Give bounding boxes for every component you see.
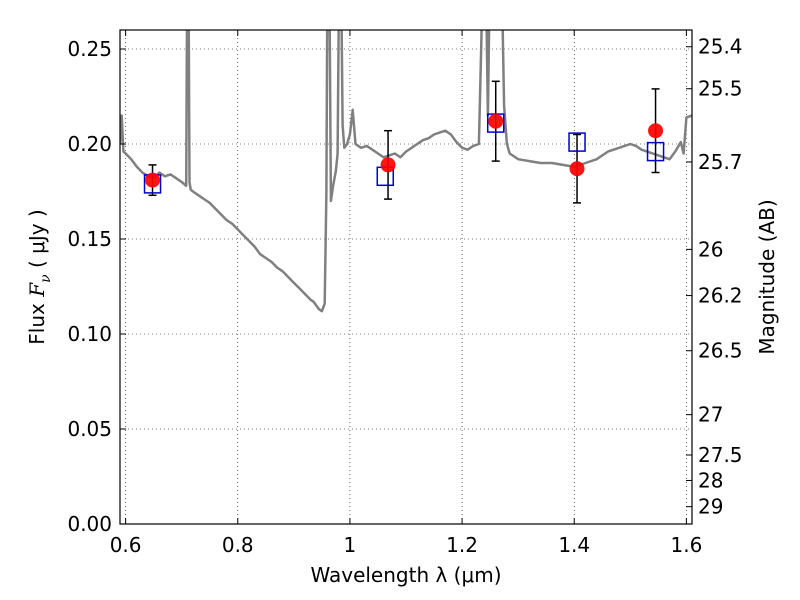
x-tick-label: 1.6	[670, 533, 702, 557]
y-axis-label-right: Magnitude (AB)	[755, 199, 779, 354]
x-tick-label: 1	[344, 533, 357, 557]
model-photometry-square	[646, 141, 665, 162]
observed-point	[648, 123, 664, 139]
plot-frame	[119, 29, 693, 525]
y-axis-label-left: Flux Fν ( μJy )	[25, 209, 54, 344]
mag-tick-label: 26	[698, 237, 723, 261]
y-tick-label: 0.10	[67, 322, 112, 346]
y-tick-label: 0.15	[67, 227, 112, 251]
x-tick-label: 0.6	[110, 533, 142, 557]
y-axis-label-unit: ( μJy )	[25, 209, 49, 274]
model-spectrum-line	[120, 30, 692, 313]
observed-point	[488, 113, 504, 129]
mag-tick-label: 26.2	[698, 284, 743, 308]
y-axis-label-subscript: ν	[38, 274, 54, 283]
axis-ticks: 0.6 0.8 1 1.2 1.4 1.6 0.00 0.05 0.10 0.15 0.20 0.25…	[67, 30, 743, 557]
observed-point	[569, 161, 585, 177]
mag-tick-label: 27.5	[698, 443, 743, 467]
y-axis-label-symbol: F	[25, 282, 49, 298]
x-tick-label: 1.4	[558, 533, 590, 557]
x-axis-label: Wavelength λ (μm)	[310, 563, 501, 587]
mag-tick-label: 25.4	[698, 35, 743, 59]
observed-point	[380, 157, 396, 173]
model-photometry-square	[568, 132, 586, 152]
mag-tick-label: 28	[698, 468, 723, 492]
grid-lines	[120, 30, 692, 525]
mag-tick-label: 27	[698, 403, 723, 427]
observed-point	[145, 172, 161, 188]
y-tick-label: 0.20	[67, 132, 112, 156]
mag-tick-label: 25.5	[698, 77, 743, 101]
photometry-layer	[143, 80, 665, 204]
x-tick-label: 0.8	[222, 533, 254, 557]
mag-tick-label: 25.7	[698, 150, 743, 174]
y-tick-label: 0.05	[67, 417, 112, 441]
x-tick-label: 1.2	[446, 533, 478, 557]
y-axis-label-prefix: Flux	[25, 297, 49, 345]
model-spectrum-layer	[120, 30, 692, 313]
mag-tick-label: 29	[698, 495, 723, 519]
y-tick-label: 0.00	[67, 512, 112, 536]
y-tick-label: 0.25	[67, 37, 112, 61]
mag-tick-label: 26.5	[698, 339, 743, 363]
